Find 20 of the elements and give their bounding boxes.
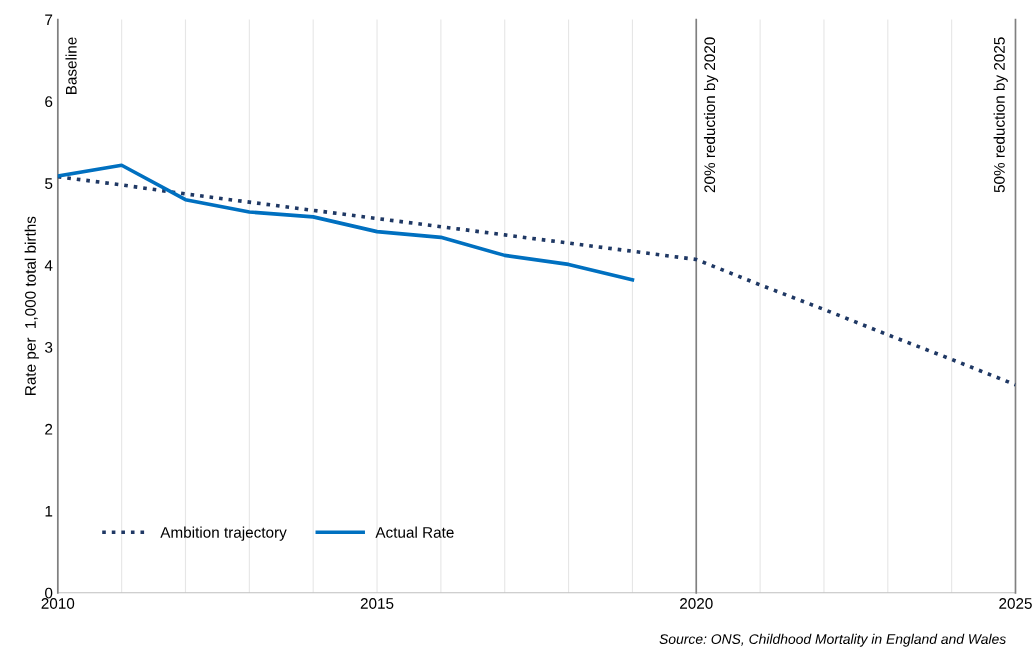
y-tick-label: 2 <box>45 423 53 435</box>
y-tick-label: 5 <box>45 178 53 189</box>
source-note: Source: ONS, Childhood Mortality in England and Wales <box>659 633 1006 647</box>
y-axis-title: Rate per 1,000 total births <box>24 216 39 395</box>
line-series <box>57 163 635 282</box>
legend-label: Actual Rate <box>375 526 454 538</box>
y-tick-label: 6 <box>45 96 53 108</box>
y-tick-label: 0 <box>45 587 53 599</box>
ref-line-label: Baseline <box>65 37 77 95</box>
y-tick-label: 7 <box>45 14 53 26</box>
x-tick-label: 2025 <box>999 598 1032 609</box>
x-tick-label: 2020 <box>680 598 713 609</box>
y-tick-label: 3 <box>45 341 53 353</box>
ref-line-label: 50% reduction by 2025 <box>993 37 1008 193</box>
y-tick-label: 4 <box>44 260 53 271</box>
legend-label: Ambition trajectory <box>160 526 287 541</box>
y-tick-label: 1 <box>45 505 53 517</box>
ref-line-label: 20% reduction by 2020 <box>703 37 719 193</box>
x-tick-label: 2015 <box>360 598 394 609</box>
x-tick-label: 2010 <box>41 598 75 609</box>
